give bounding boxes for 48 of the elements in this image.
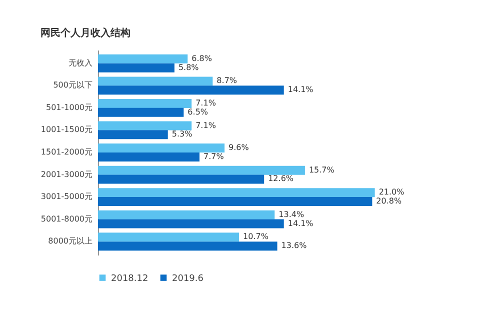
bar [98,197,372,206]
y-tick-label: 5001-8000元 [40,214,92,224]
legend-label: 2019.6 [172,274,204,284]
bar [98,54,188,64]
bar [98,130,168,140]
data-label: 5.8% [178,62,200,72]
data-label: 12.6% [268,174,294,184]
data-label: 14.1% [288,85,314,94]
data-label: 13.4% [278,210,304,219]
data-label: 6.8% [192,54,212,63]
bar [98,144,225,153]
data-label: 7.7% [204,152,224,161]
bar [98,210,275,220]
bar [98,152,200,162]
data-label: 5.3% [172,130,193,139]
y-tick-label: 500元以下 [53,80,92,90]
chart-title: 网民个人月收入结构 [40,27,130,39]
y-tick-label: 无收入 [68,58,92,68]
y-tick-label: 8000元以上 [48,236,92,246]
y-tick-label: 2001-3000元 [40,170,92,179]
legend-label: 2018.12 [111,274,148,284]
data-label: 20.8% [376,196,402,206]
y-tick-label: 1501-2000元 [40,148,92,156]
data-label: 7.1% [196,98,216,108]
bar [98,86,284,95]
bar [98,219,284,228]
bar [98,121,192,130]
bar [98,63,174,72]
bar [98,174,264,184]
y-tick-label: 501-1000元 [46,102,92,112]
y-tick-label: 1001-1500元 [40,125,92,134]
data-label: 14.1% [288,218,314,228]
bar [98,108,184,117]
data-label: 13.6% [281,241,308,250]
bar [98,232,240,242]
data-label: 7.1% [196,120,216,130]
bar [98,76,213,86]
y-tick-label: 3001-5000元 [40,192,92,202]
data-label: 10.7% [243,232,269,242]
bar [98,188,375,198]
data-label: 6.5% [188,107,208,116]
bar [98,98,192,108]
data-label: 8.7% [216,76,238,86]
data-label: 15.7% [308,165,335,174]
bar [98,242,278,251]
bar [98,166,305,175]
data-label: 9.6% [228,143,250,152]
data-label: 21.0% [378,188,405,197]
